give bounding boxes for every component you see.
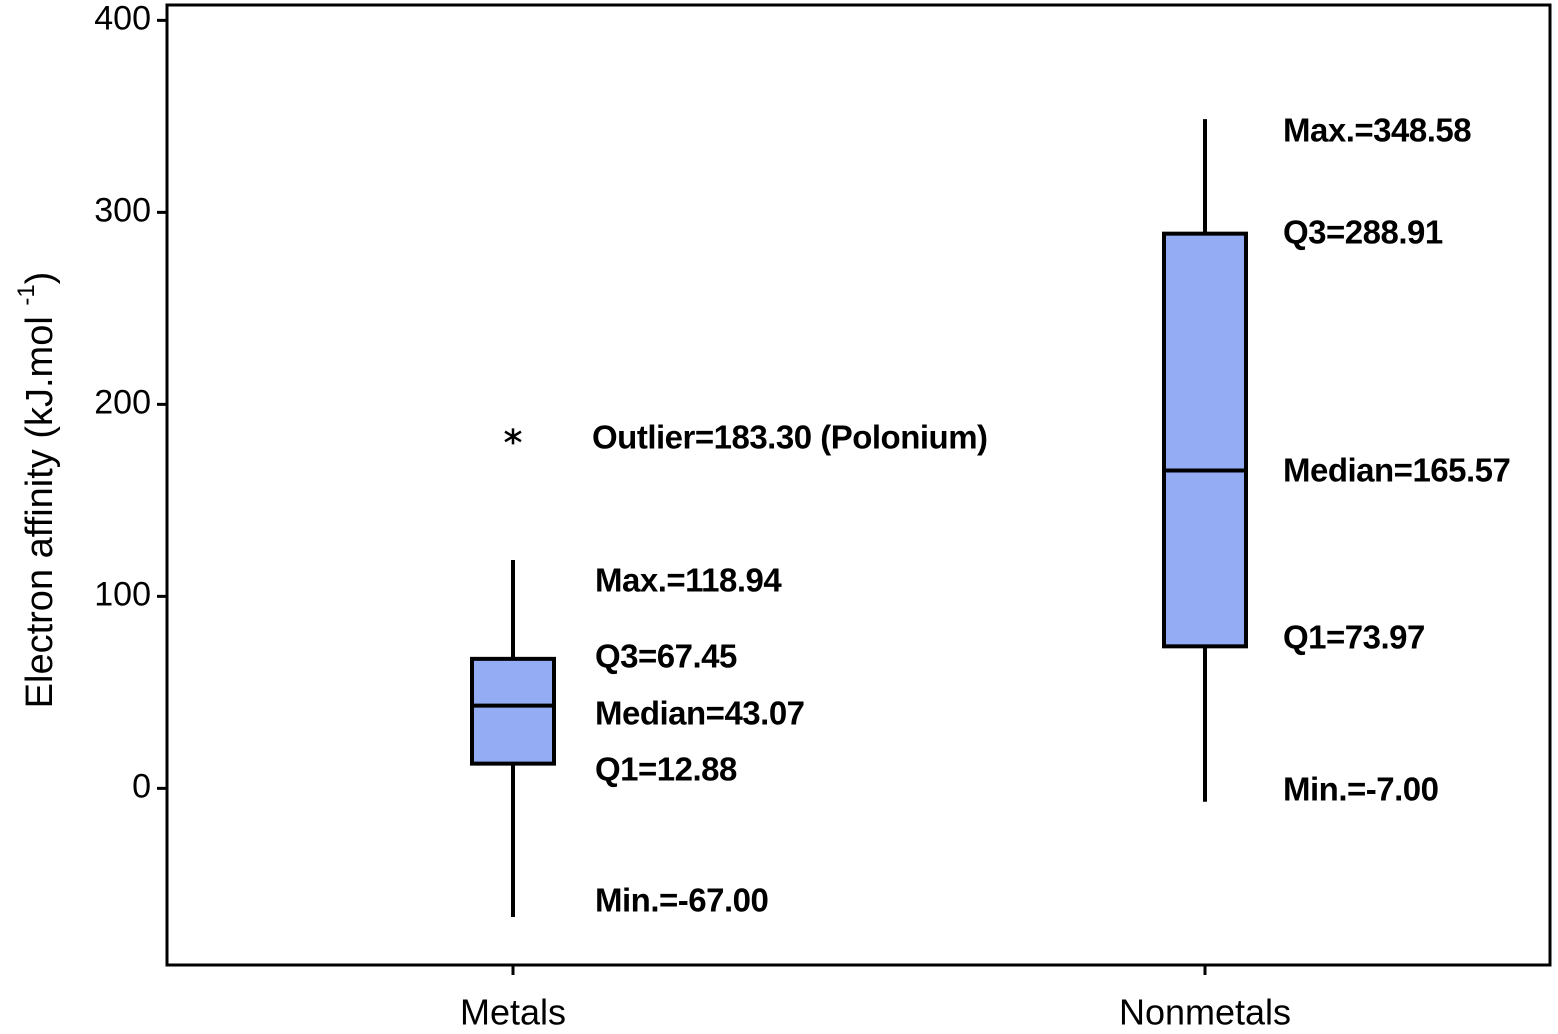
y-label-text: Electron affinity (kJ.mol <box>19 306 61 709</box>
y-tick-label: 0 <box>132 767 151 805</box>
value-label: Median=43.07 <box>595 695 805 732</box>
value-label: Max.=348.58 <box>1283 112 1471 149</box>
value-label: Median=165.57 <box>1283 452 1510 489</box>
value-label: Q1=73.97 <box>1283 619 1425 656</box>
y-tick-label: 200 <box>94 383 151 421</box>
y-tick-label: 400 <box>94 0 151 37</box>
value-label: Q3=67.45 <box>595 638 737 675</box>
y-tick-label: 100 <box>94 575 151 613</box>
y-label-sup: -1 <box>13 284 40 305</box>
outlier <box>504 428 522 445</box>
box <box>1162 231 1248 649</box>
value-label: Min.=-67.00 <box>595 882 768 919</box>
y-label-close: ) <box>19 272 61 285</box>
x-tick-label: Nonmetals <box>1119 992 1291 1033</box>
value-label: Min.=-7.00 <box>1283 771 1438 808</box>
value-label: Q3=288.91 <box>1283 214 1443 251</box>
outlier-label: Outlier=183.30 (Polonium) <box>592 419 988 456</box>
box <box>470 656 556 766</box>
value-label: Q1=12.88 <box>595 751 737 788</box>
plot-frame <box>165 3 1552 967</box>
value-label: Max.=118.94 <box>595 562 782 599</box>
y-axis-label: Electron affinity (kJ.mol -1) <box>13 272 61 709</box>
y-tick-label: 300 <box>94 191 151 229</box>
x-tick-label: Metals <box>460 992 566 1033</box>
